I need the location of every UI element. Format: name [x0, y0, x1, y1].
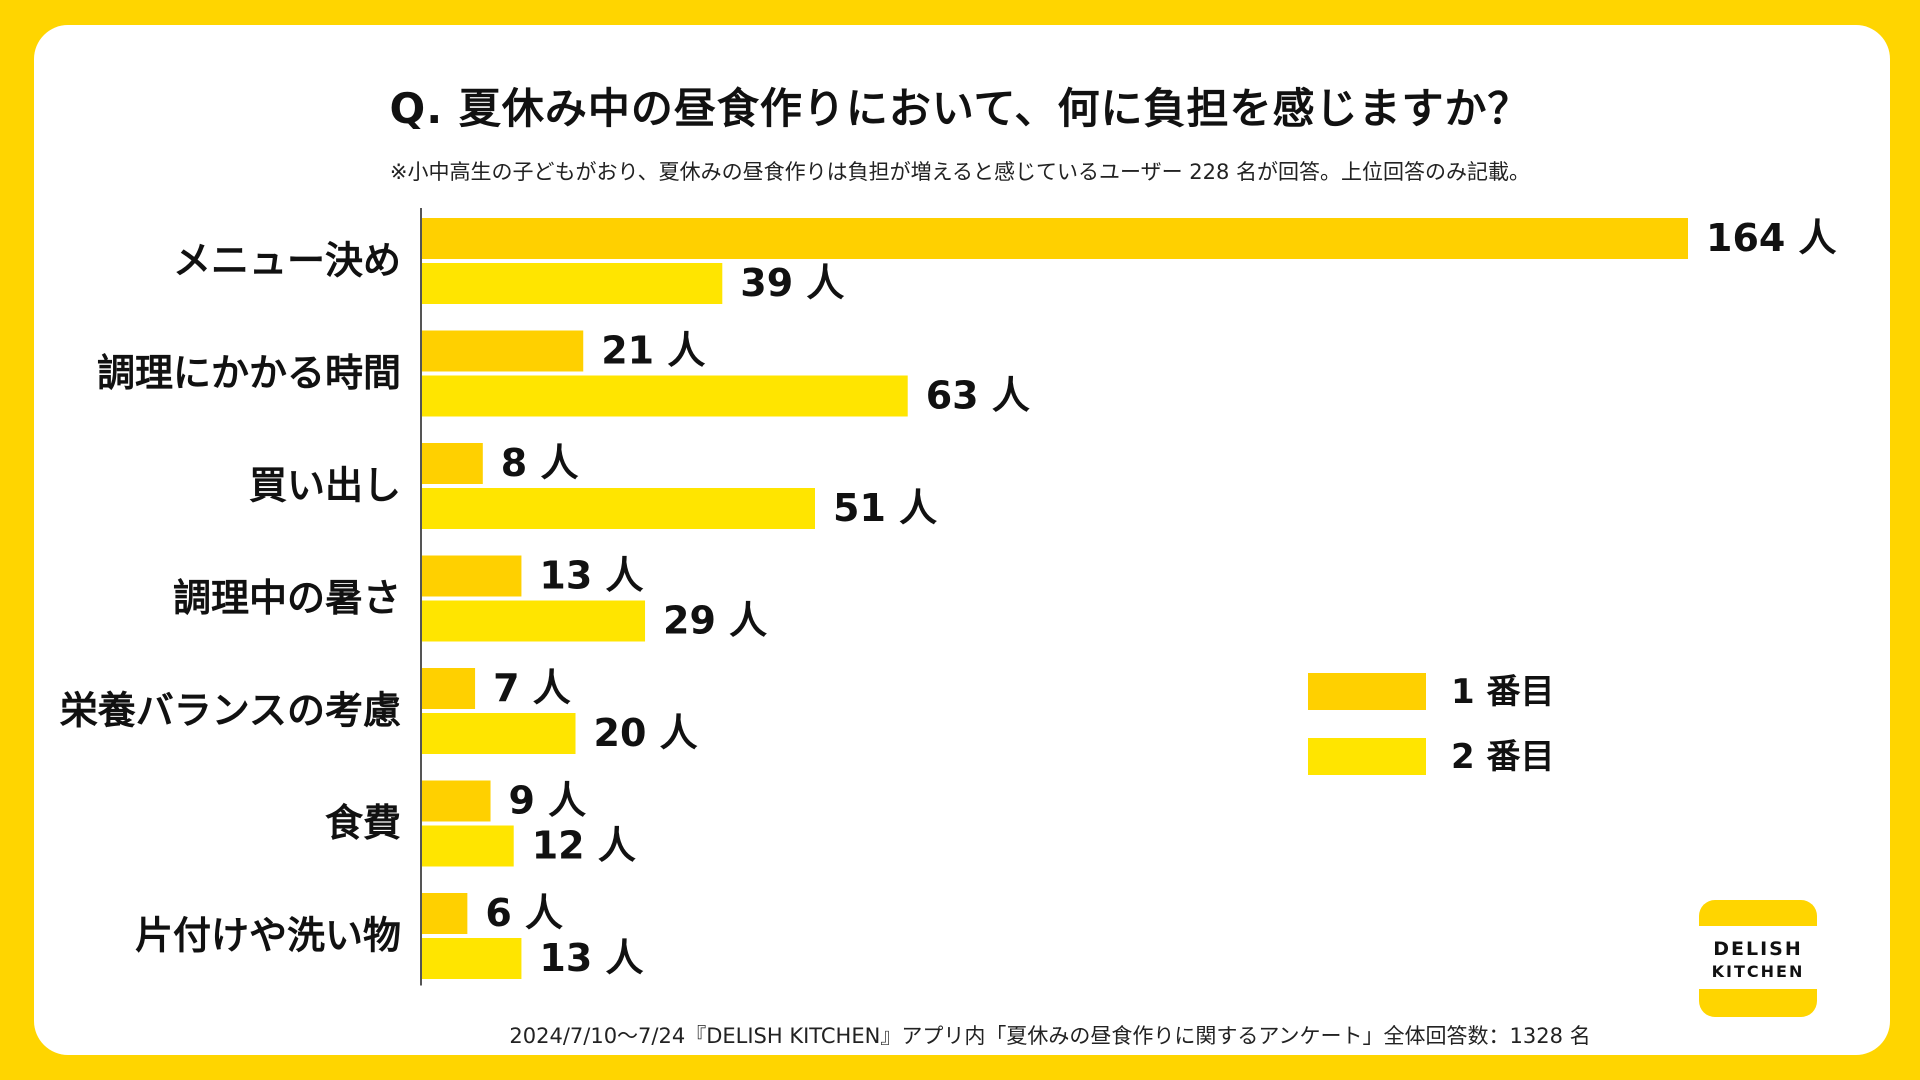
- bar-second: [421, 825, 514, 867]
- legend-label: 2 番目: [1451, 737, 1555, 777]
- category-label: 買い出し: [249, 464, 401, 508]
- bar-second: [421, 600, 646, 642]
- category-label: 調理中の暑さ: [173, 576, 401, 620]
- bar-first: [421, 555, 522, 597]
- bar-second: [421, 488, 816, 529]
- data-label: 6 人: [485, 891, 563, 935]
- bar-first: [421, 330, 584, 372]
- legend-swatch-second: [1308, 738, 1426, 775]
- data-label: 164 人: [1706, 216, 1837, 260]
- data-label: 21 人: [601, 329, 705, 373]
- bar-first: [421, 893, 468, 934]
- data-label: 13 人: [539, 554, 643, 598]
- bar-first: [421, 443, 483, 484]
- bar-second: [421, 713, 576, 754]
- data-label: 29 人: [663, 599, 767, 643]
- logo-text-delish: DELISH: [1713, 938, 1803, 960]
- category-label: 片付けや洗い物: [135, 914, 401, 958]
- chart-card: [34, 25, 1890, 1055]
- data-label: 13 人: [539, 936, 643, 980]
- survey-footnote: 2024/7/10〜7/24『DELISH KITCHEN』アプリ内「夏休みの昼…: [509, 1024, 1591, 1048]
- bar-second: [421, 938, 522, 979]
- data-label: 63 人: [926, 374, 1030, 418]
- legend-label: 1 番目: [1451, 672, 1555, 712]
- data-label: 39 人: [740, 261, 844, 305]
- legend-swatch-first: [1308, 673, 1426, 710]
- data-label: 12 人: [532, 824, 636, 868]
- category-label: 調理にかかる時間: [97, 351, 401, 395]
- bar-first: [421, 668, 476, 709]
- chart-title: Q. 夏休み中の昼食作りにおいて、何に負担を感じますか？: [389, 84, 1531, 133]
- logo-text-kitchen: KITCHEN: [1711, 962, 1805, 981]
- delish-kitchen-logo: DELISH KITCHEN: [1699, 900, 1817, 1017]
- data-label: 51 人: [833, 486, 937, 530]
- category-label: 栄養バランスの考慮: [60, 689, 401, 733]
- bar-first: [421, 780, 491, 822]
- data-label: 7 人: [493, 666, 571, 710]
- data-label: 20 人: [594, 711, 698, 755]
- bar-second: [421, 375, 908, 417]
- bar-first: [421, 218, 1688, 259]
- bar-second: [421, 263, 723, 304]
- category-label: 食費: [325, 801, 401, 845]
- data-label: 8 人: [501, 441, 579, 485]
- data-label: 9 人: [509, 779, 587, 823]
- category-label: メニュー決め: [173, 239, 401, 283]
- logo-band: [1699, 926, 1817, 989]
- chart-subtitle: ※小中高生の子どもがおり、夏休みの昼食作りは負担が増えると感じているユーザー 2…: [389, 160, 1531, 184]
